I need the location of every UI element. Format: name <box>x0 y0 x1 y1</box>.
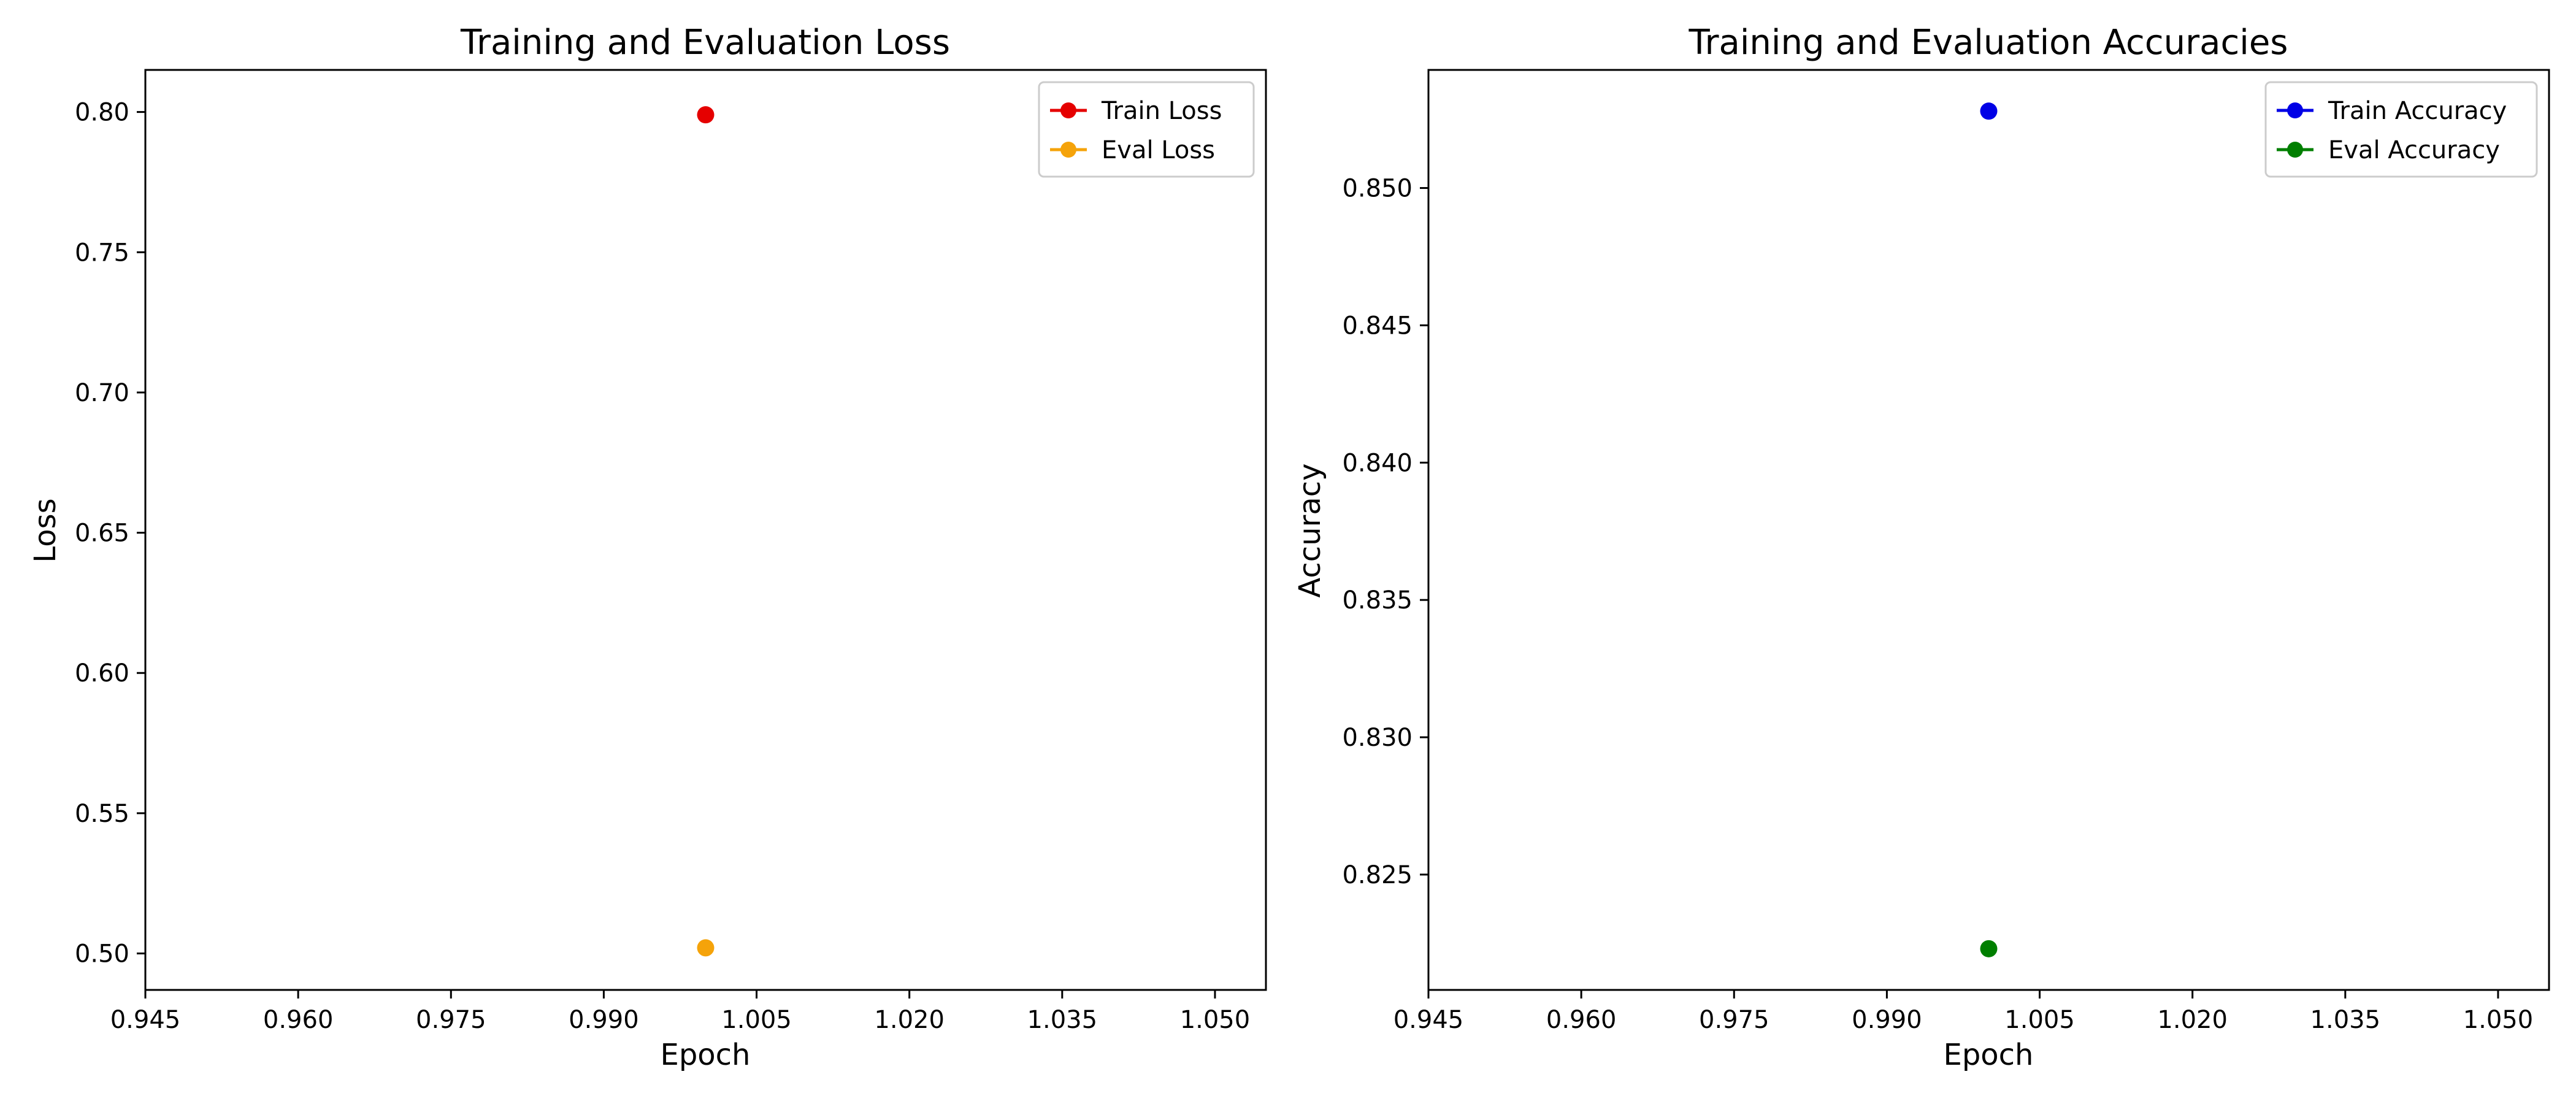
x-tick-label: 1.035 <box>2310 1006 2381 1034</box>
x-tick-label: 1.020 <box>2157 1006 2228 1034</box>
y-axis-label: Loss <box>28 498 63 562</box>
y-tick-label: 0.55 <box>75 800 129 828</box>
legend-entry-label: Train Loss <box>1101 97 1222 125</box>
y-tick-group: 0.825 0.830 0.835 0.840 0.845 0.850 <box>1342 175 1428 889</box>
x-tick-label: 1.005 <box>2004 1006 2075 1034</box>
y-tick-label: 0.60 <box>75 659 129 688</box>
legend-marker <box>2287 142 2303 158</box>
chart-loss: Training and Evaluation Loss Epoch Loss … <box>28 23 1267 1072</box>
y-tick-label: 0.835 <box>1342 586 1413 615</box>
y-tick-label: 0.825 <box>1342 861 1413 889</box>
x-tick-label: 1.035 <box>1027 1006 1098 1034</box>
chart-accuracy: Training and Evaluation Accuracies Epoch… <box>1293 23 2550 1072</box>
plot-frame <box>144 69 1267 991</box>
x-tick-label: 0.990 <box>1852 1006 1922 1034</box>
y-tick-label: 0.850 <box>1342 175 1413 203</box>
data-point <box>1980 940 1998 957</box>
x-tick-label: 0.990 <box>569 1006 639 1034</box>
y-tick-label: 0.845 <box>1342 312 1413 340</box>
x-tick-label: 1.020 <box>874 1006 945 1034</box>
plot-frame <box>1427 69 2550 991</box>
y-tick-label: 0.830 <box>1342 724 1413 752</box>
x-tick-label: 0.975 <box>1699 1006 1769 1034</box>
x-tick-group: 0.945 0.960 0.975 0.990 1.005 1.020 1.035 1.050 <box>1393 990 2533 1034</box>
data-point <box>697 939 715 957</box>
legend-marker <box>1060 142 1076 158</box>
legend-marker <box>1060 102 1076 118</box>
legend: Train Accuracy Eval Accuracy <box>2264 81 2538 178</box>
x-tick-label: 1.050 <box>2463 1006 2534 1034</box>
x-tick-group: 0.945 0.960 0.975 0.990 1.005 1.020 1.035 1.050 <box>110 990 1250 1034</box>
x-tick-label: 1.050 <box>1180 1006 1251 1034</box>
y-tick-label: 0.80 <box>75 99 129 127</box>
data-point <box>1980 102 1998 120</box>
y-tick-label: 0.65 <box>75 519 129 548</box>
x-axis-label: Epoch <box>661 1038 751 1072</box>
data-points <box>1980 102 1998 957</box>
x-tick-label: 0.975 <box>416 1006 486 1034</box>
y-tick-label: 0.75 <box>75 239 129 267</box>
y-tick-label: 0.50 <box>75 940 129 968</box>
y-axis-label: Accuracy <box>1293 463 1327 597</box>
chart-title: Training and Evaluation Loss <box>460 23 950 63</box>
legend-box <box>2264 81 2538 178</box>
legend-marker <box>2287 102 2303 118</box>
x-tick-label: 1.005 <box>721 1006 792 1034</box>
y-tick-label: 0.70 <box>75 379 129 407</box>
legend-box <box>1038 81 1255 178</box>
legend-entry-label: Train Accuracy <box>2328 97 2507 125</box>
legend-entry-label: Eval Accuracy <box>2328 136 2500 164</box>
data-point <box>697 106 715 124</box>
legend: Train Loss Eval Loss <box>1038 81 1255 178</box>
x-tick-label: 0.960 <box>263 1006 334 1034</box>
y-tick-group: 0.50 0.55 0.60 0.65 0.70 0.75 0.80 <box>75 99 145 968</box>
legend-entry-label: Eval Loss <box>1102 136 1215 164</box>
x-axis-label: Epoch <box>1944 1038 2034 1072</box>
x-tick-label: 0.960 <box>1546 1006 1617 1034</box>
x-tick-label: 0.945 <box>110 1006 181 1034</box>
y-tick-label: 0.840 <box>1342 449 1413 477</box>
data-points <box>697 106 715 957</box>
x-tick-label: 0.945 <box>1393 1006 1464 1034</box>
chart-title: Training and Evaluation Accuracies <box>1689 23 2288 63</box>
